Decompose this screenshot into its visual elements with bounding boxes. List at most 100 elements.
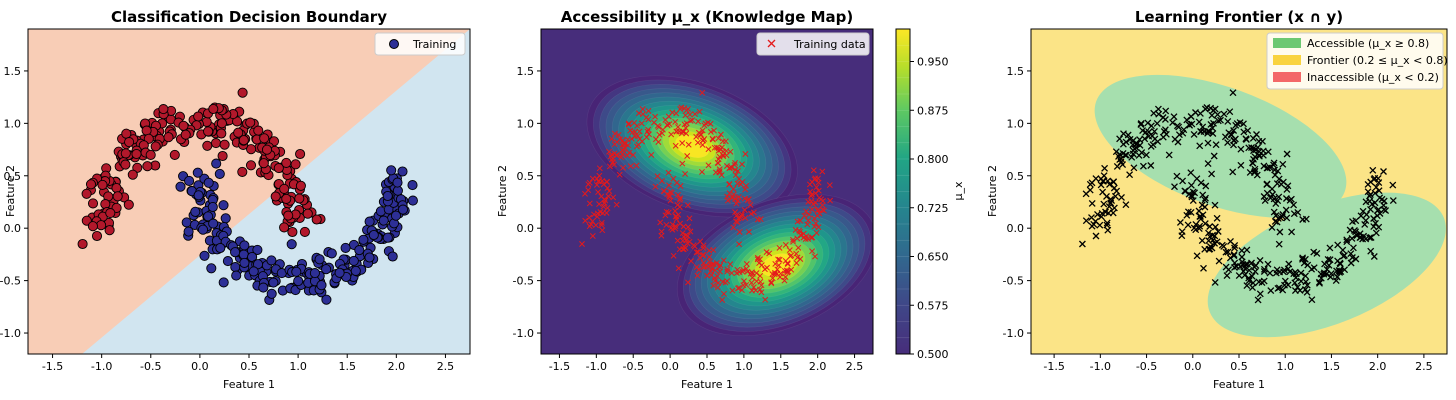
data-point bbox=[652, 136, 659, 143]
data-point bbox=[793, 260, 800, 266]
x-tick-label: 0.5 bbox=[240, 360, 258, 373]
data-point bbox=[645, 107, 652, 114]
data-point bbox=[739, 211, 745, 218]
data-point bbox=[1277, 214, 1285, 222]
data-point bbox=[775, 262, 782, 269]
x-tick-label: 2.0 bbox=[388, 360, 406, 373]
data-point bbox=[1378, 195, 1386, 203]
data-point bbox=[1351, 227, 1358, 234]
data-point bbox=[1308, 296, 1316, 304]
data-point bbox=[684, 202, 691, 209]
data-point bbox=[387, 251, 398, 262]
x-tick-label: -1.5 bbox=[1043, 360, 1064, 373]
data-point bbox=[652, 183, 659, 190]
data-point bbox=[737, 181, 744, 188]
data-point bbox=[741, 207, 748, 213]
data-point bbox=[582, 190, 588, 197]
data-point bbox=[1122, 138, 1130, 146]
data-point bbox=[1211, 201, 1219, 209]
data-point bbox=[1299, 255, 1306, 263]
data-point bbox=[790, 238, 797, 245]
data-point bbox=[252, 244, 263, 255]
data-point bbox=[368, 229, 379, 241]
data-point bbox=[645, 116, 652, 123]
data-point bbox=[111, 182, 122, 194]
data-point bbox=[1175, 131, 1183, 139]
data-point bbox=[1100, 172, 1108, 180]
data-point bbox=[807, 188, 814, 195]
data-point bbox=[699, 252, 706, 259]
data-point bbox=[1211, 278, 1219, 286]
data-point bbox=[1268, 185, 1276, 193]
data-point bbox=[1286, 196, 1294, 204]
data-point bbox=[238, 135, 249, 146]
y-axis-ticks: -1.0 -0.5 0.0 0.5 1.0 1.5 bbox=[1003, 65, 1031, 340]
x-axis-label: Feature 1 bbox=[223, 378, 275, 391]
data-point bbox=[616, 171, 623, 178]
data-point bbox=[1211, 223, 1219, 231]
colorbar-tick-label: 0.650 bbox=[917, 251, 949, 264]
legend: Training data bbox=[756, 32, 870, 56]
colorbar-gradient bbox=[896, 29, 910, 354]
data-point bbox=[1370, 253, 1378, 260]
y-tick-label: 1.5 bbox=[1007, 65, 1025, 78]
data-point bbox=[1245, 266, 1253, 274]
data-point bbox=[1249, 134, 1257, 142]
data-point bbox=[1279, 160, 1287, 168]
data-point bbox=[673, 213, 680, 220]
data-point bbox=[287, 226, 298, 238]
data-point bbox=[1237, 161, 1245, 169]
data-point bbox=[1275, 240, 1283, 248]
data-point bbox=[811, 223, 818, 230]
data-point bbox=[1283, 150, 1291, 158]
data-point bbox=[786, 247, 793, 254]
data-point bbox=[1237, 145, 1245, 153]
data-point bbox=[1334, 241, 1342, 249]
data-point bbox=[248, 266, 259, 277]
data-point bbox=[747, 201, 754, 208]
data-point bbox=[1101, 164, 1109, 172]
data-point bbox=[1229, 89, 1237, 97]
data-point bbox=[728, 270, 735, 277]
data-point bbox=[1347, 259, 1355, 267]
data-point bbox=[1267, 287, 1275, 295]
data-point bbox=[753, 270, 760, 277]
data-point bbox=[192, 167, 203, 178]
data-point bbox=[625, 120, 632, 127]
y-tick-label: 0.0 bbox=[517, 222, 535, 235]
data-point bbox=[1139, 127, 1147, 135]
x-tick-label: -1.0 bbox=[1090, 360, 1111, 373]
data-point bbox=[685, 279, 691, 286]
data-point bbox=[706, 254, 713, 260]
x-tick-label: -1.5 bbox=[549, 360, 570, 373]
data-point bbox=[643, 134, 650, 141]
data-point bbox=[1215, 257, 1223, 265]
data-point bbox=[163, 132, 174, 143]
data-point bbox=[178, 120, 189, 131]
data-point bbox=[1110, 178, 1117, 186]
data-point bbox=[732, 159, 739, 166]
data-point bbox=[1119, 149, 1127, 157]
data-point bbox=[812, 199, 819, 206]
data-point bbox=[123, 199, 134, 210]
data-point bbox=[714, 284, 721, 291]
data-point bbox=[1104, 226, 1112, 234]
data-point bbox=[1187, 181, 1195, 189]
data-point bbox=[654, 122, 661, 129]
data-point bbox=[81, 188, 92, 199]
data-point bbox=[712, 267, 719, 274]
data-point bbox=[1372, 219, 1379, 227]
data-point bbox=[1205, 229, 1212, 237]
data-point bbox=[754, 256, 761, 263]
data-point bbox=[354, 245, 365, 256]
data-point bbox=[661, 188, 668, 195]
data-point bbox=[768, 279, 775, 286]
x-tick-label: 2.5 bbox=[1415, 360, 1433, 373]
data-point bbox=[679, 230, 686, 237]
data-point bbox=[286, 239, 297, 250]
data-point bbox=[675, 123, 681, 130]
data-point bbox=[626, 149, 633, 156]
data-point bbox=[279, 222, 290, 233]
data-point bbox=[1176, 218, 1184, 226]
data-point bbox=[1220, 242, 1228, 250]
